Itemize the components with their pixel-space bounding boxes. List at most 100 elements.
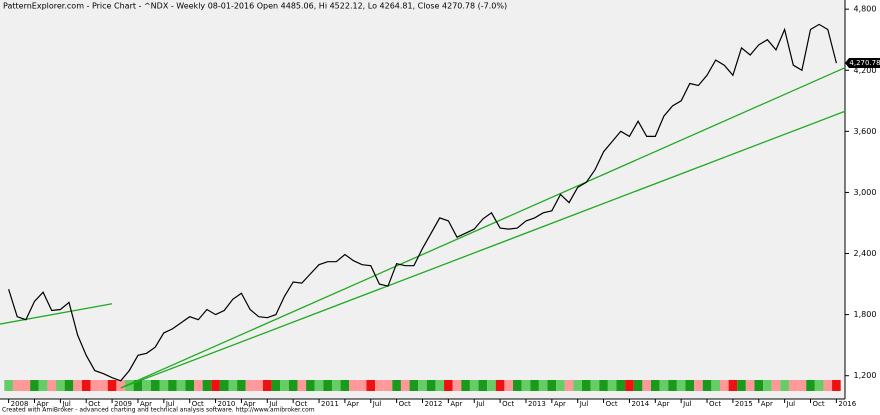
x-tick-label: 2012: [425, 400, 443, 408]
indicator-cell: [719, 380, 729, 391]
indicator-cell: [116, 380, 126, 391]
y-tick-label: 1,200: [854, 371, 877, 380]
y-tick-label: 3,600: [854, 127, 877, 136]
indicator-cell: [728, 380, 738, 391]
indicator-cell: [521, 380, 531, 391]
indicator-cell: [323, 380, 332, 391]
indicator-cell: [582, 380, 591, 391]
indicator-cell: [426, 380, 436, 391]
x-tick-label: 2008: [11, 400, 29, 408]
indicator-cell: [573, 380, 583, 391]
x-tick-label: Oct: [88, 400, 100, 408]
indicator-cell: [73, 380, 82, 391]
indicator-cell: [607, 380, 617, 391]
indicator-cell: [668, 380, 677, 391]
indicator-cell: [823, 380, 833, 391]
indicator-cell: [306, 380, 315, 391]
indicator-cell: [676, 380, 686, 391]
indicator-cell: [788, 380, 798, 391]
x-tick-label: Apr: [243, 400, 255, 408]
x-tick-label: Jul: [786, 400, 796, 408]
indicator-cell: [245, 380, 255, 391]
x-tick-label: 2015: [735, 400, 753, 408]
indicator-cell: [219, 380, 229, 391]
indicator-cell: [349, 380, 358, 391]
indicator-cell: [383, 380, 393, 391]
indicator-cell: [21, 380, 31, 391]
chart-title: PatternExplorer.com - Price Chart - ^NDX…: [3, 2, 507, 11]
x-tick-label: Jul: [682, 400, 692, 408]
indicator-cell: [314, 380, 324, 391]
indicator-cell: [4, 380, 13, 391]
indicator-cell: [650, 380, 660, 391]
x-tick-label: 2016: [838, 400, 856, 408]
indicator-cell: [133, 380, 143, 391]
indicator-cell: [142, 380, 151, 391]
x-tick-label: Apr: [450, 400, 462, 408]
indicator-cell: [763, 380, 772, 391]
indicator-cell: [400, 380, 410, 391]
indicator-cell: [625, 380, 634, 391]
x-tick-label: 2010: [218, 400, 236, 408]
indicator-cell: [297, 380, 307, 391]
indicator-cell: [814, 380, 824, 391]
y-tick-label: 3,000: [854, 188, 877, 197]
x-tick-label: Oct: [813, 400, 825, 408]
indicator-cell: [616, 380, 626, 391]
indicator-cell: [487, 380, 496, 391]
x-tick-label: Jul: [372, 400, 382, 408]
indicator-cell: [194, 380, 203, 391]
indicator-cell: [590, 380, 600, 391]
indicator-cell: [12, 380, 22, 391]
x-tick-label: Apr: [554, 400, 566, 408]
indicator-cell: [659, 380, 669, 391]
indicator-cell: [81, 380, 91, 391]
indicator-cell: [99, 380, 108, 391]
x-tick-label: 2011: [321, 400, 339, 408]
x-tick-label: 2009: [114, 400, 132, 408]
indicator-cell: [599, 380, 608, 391]
indicator-cell: [56, 380, 65, 391]
indicator-cell: [737, 380, 746, 391]
indicator-cell: [538, 380, 548, 391]
indicator-cell: [125, 380, 134, 391]
indicator-cell: [444, 380, 453, 391]
indicator-cell: [331, 380, 341, 391]
x-tick-label: Jul: [268, 400, 278, 408]
x-tick-label: Oct: [192, 400, 204, 408]
y-tick-label: 1,800: [854, 310, 877, 319]
indicator-cell: [185, 380, 195, 391]
x-tick-label: Apr: [140, 400, 152, 408]
indicator-cell: [168, 380, 177, 391]
x-tick-label: Oct: [709, 400, 721, 408]
indicator-cell: [366, 380, 376, 391]
indicator-cell: [504, 380, 514, 391]
x-tick-label: Oct: [606, 400, 618, 408]
indicator-cell: [357, 380, 367, 391]
indicator-cell: [452, 380, 462, 391]
x-tick-label: Oct: [502, 400, 514, 408]
last-price-marker: [845, 58, 880, 69]
x-tick-label: Jul: [165, 400, 175, 408]
indicator-cell: [461, 380, 470, 391]
indicator-cell: [202, 380, 212, 391]
indicator-cell: [64, 380, 74, 391]
indicator-cell: [150, 380, 160, 391]
trendline: [120, 67, 846, 389]
indicator-cell: [513, 380, 522, 391]
indicator-cell: [30, 380, 39, 391]
x-tick-label: 2014: [631, 400, 649, 408]
indicator-cell: [262, 380, 272, 391]
indicator-cell: [771, 380, 781, 391]
indicator-cell: [495, 380, 505, 391]
indicator-cell: [340, 380, 350, 391]
indicator-cell: [797, 380, 807, 391]
indicator-cell: [159, 380, 169, 391]
x-tick-label: Oct: [399, 400, 411, 408]
footer: Created with AmiBroker - advanced charti…: [2, 407, 315, 414]
indicator-cell: [469, 380, 479, 391]
indicator-cell: [107, 380, 117, 391]
trendline: [0, 303, 113, 325]
indicator-cell: [745, 380, 755, 391]
